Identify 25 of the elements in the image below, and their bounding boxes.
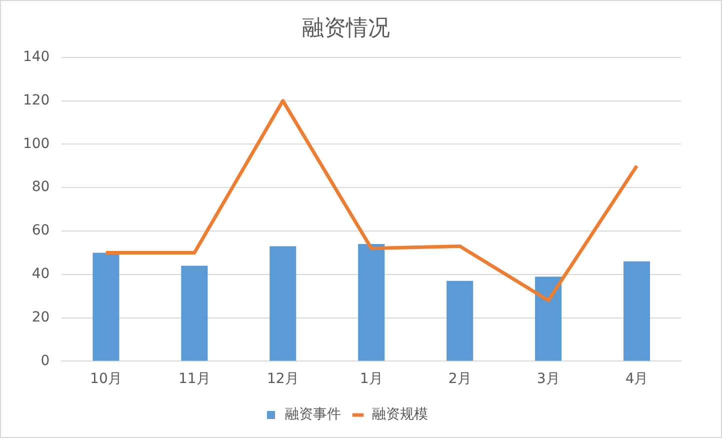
y-tick-label: 80 (32, 179, 50, 196)
x-tick-label: 10月 (90, 371, 122, 388)
chart-title: 融资情况 (302, 16, 390, 41)
y-tick-label: 140 (22, 49, 50, 66)
y-tick-label: 120 (22, 92, 50, 108)
x-tick-label: 4月 (625, 371, 648, 388)
x-tick-label: 12月 (266, 371, 299, 388)
bar (270, 246, 296, 361)
y-tick-label: 40 (32, 266, 50, 282)
x-tick-label: 1月 (360, 371, 383, 388)
legend-label: 融资事件 (285, 406, 341, 423)
legend-label: 融资规模 (372, 406, 428, 423)
y-tick-label: 0 (40, 352, 50, 369)
bar (358, 244, 385, 361)
x-tick-label: 3月 (536, 371, 560, 388)
bar (181, 266, 208, 361)
y-tick-label: 20 (32, 309, 50, 326)
y-tick-label: 60 (32, 222, 50, 239)
bar (92, 252, 120, 361)
x-tick-label: 2月 (448, 371, 472, 388)
bar (623, 261, 650, 361)
y-tick-label: 100 (22, 136, 50, 152)
x-tick-label: 11月 (178, 371, 210, 388)
bar (535, 276, 562, 361)
bar (446, 280, 474, 361)
